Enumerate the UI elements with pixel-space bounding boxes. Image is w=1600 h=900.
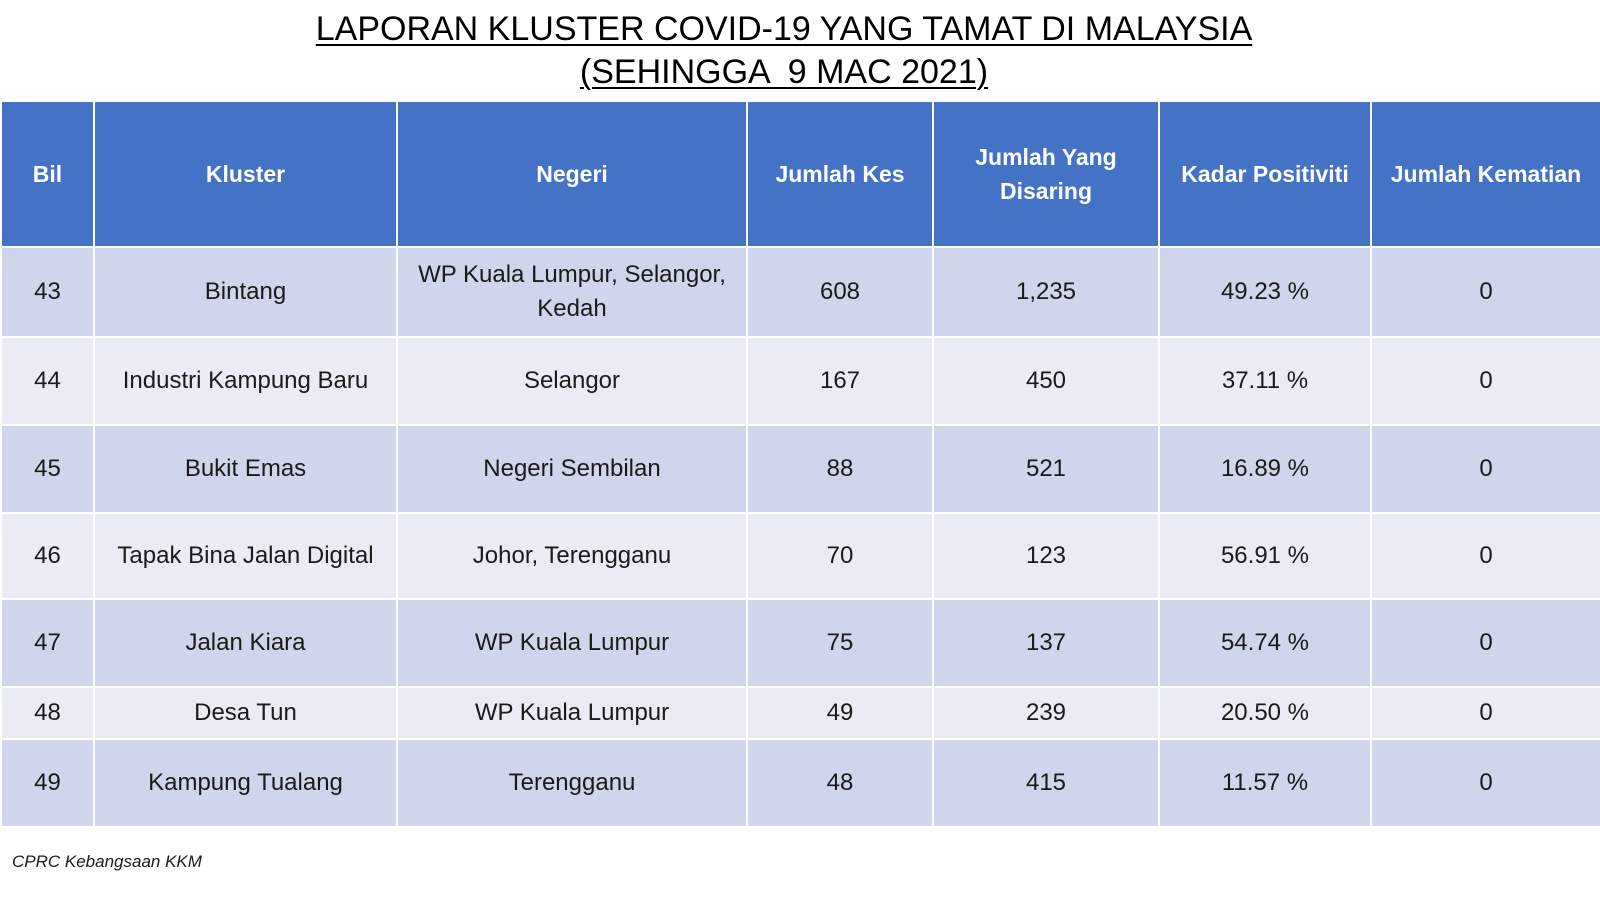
cell-jumlah-disaring: 521	[932, 424, 1160, 514]
cell-bil: 43	[0, 246, 95, 338]
cell-kadar-positiviti: 20.50 %	[1158, 686, 1372, 740]
cell-kluster: Bukit Emas	[93, 424, 398, 514]
cell-bil: 45	[0, 424, 95, 514]
cell-bil: 47	[0, 598, 95, 688]
table-row: 46 Tapak Bina Jalan Digital Johor, Teren…	[0, 512, 1600, 600]
cell-negeri: Terengganu	[396, 738, 748, 828]
table-row: 47 Jalan Kiara WP Kuala Lumpur 75 137 54…	[0, 598, 1600, 688]
cell-jumlah-disaring: 239	[932, 686, 1160, 740]
title-line-1: LAPORAN KLUSTER COVID-19 YANG TAMAT DI M…	[315, 10, 1253, 48]
cell-jumlah-kematian: 0	[1370, 512, 1600, 600]
cell-jumlah-kes: 70	[746, 512, 934, 600]
page-title: LAPORAN KLUSTER COVID-19 YANG TAMAT DI M…	[0, 8, 1568, 94]
table-row: 45 Bukit Emas Negeri Sembilan 88 521 16.…	[0, 424, 1600, 514]
header-jumlah-disaring: Jumlah Yang Disaring	[932, 100, 1160, 248]
cell-kadar-positiviti: 37.11 %	[1158, 336, 1372, 426]
cell-jumlah-kes: 49	[746, 686, 934, 740]
table-header-row: Bil Kluster Negeri Jumlah Kes Jumlah Yan…	[0, 100, 1600, 248]
cell-jumlah-kematian: 0	[1370, 246, 1600, 338]
cell-jumlah-kematian: 0	[1370, 424, 1600, 514]
cell-negeri: WP Kuala Lumpur	[396, 686, 748, 740]
cell-kadar-positiviti: 49.23 %	[1158, 246, 1372, 338]
cell-kluster: Jalan Kiara	[93, 598, 398, 688]
cell-negeri: Negeri Sembilan	[396, 424, 748, 514]
cell-jumlah-kematian: 0	[1370, 686, 1600, 740]
source-note: CPRC Kebangsaan KKM	[12, 852, 202, 871]
header-negeri: Negeri	[396, 100, 748, 248]
cell-kadar-positiviti: 11.57 %	[1158, 738, 1372, 828]
cell-negeri: Johor, Terengganu	[396, 512, 748, 600]
cell-jumlah-kes: 608	[746, 246, 934, 338]
table-row: 44 Industri Kampung Baru Selangor 167 45…	[0, 336, 1600, 426]
table-row: 48 Desa Tun WP Kuala Lumpur 49 239 20.50…	[0, 686, 1600, 740]
header-kluster: Kluster	[93, 100, 398, 248]
cell-jumlah-disaring: 137	[932, 598, 1160, 688]
cell-jumlah-kematian: 0	[1370, 336, 1600, 426]
cell-jumlah-disaring: 415	[932, 738, 1160, 828]
cell-bil: 44	[0, 336, 95, 426]
cell-jumlah-kes: 48	[746, 738, 934, 828]
cell-jumlah-kes: 167	[746, 336, 934, 426]
cell-kluster: Desa Tun	[93, 686, 398, 740]
cell-bil: 46	[0, 512, 95, 600]
cell-jumlah-disaring: 450	[932, 336, 1160, 426]
cell-kluster: Kampung Tualang	[93, 738, 398, 828]
title-line-2: (SEHINGGA 9 MAC 2021)	[579, 53, 989, 91]
table-row: 49 Kampung Tualang Terengganu 48 415 11.…	[0, 738, 1600, 828]
cell-jumlah-kematian: 0	[1370, 738, 1600, 828]
cell-kadar-positiviti: 56.91 %	[1158, 512, 1372, 600]
cell-jumlah-disaring: 1,235	[932, 246, 1160, 338]
cell-jumlah-kematian: 0	[1370, 598, 1600, 688]
header-jumlah-kematian: Jumlah Kematian	[1370, 100, 1600, 248]
cluster-table: Bil Kluster Negeri Jumlah Kes Jumlah Yan…	[0, 100, 1600, 828]
cell-bil: 48	[0, 686, 95, 740]
cell-negeri: WP Kuala Lumpur, Selangor, Kedah	[396, 246, 748, 338]
cell-kadar-positiviti: 54.74 %	[1158, 598, 1372, 688]
cell-jumlah-kes: 75	[746, 598, 934, 688]
cell-jumlah-disaring: 123	[932, 512, 1160, 600]
cell-jumlah-kes: 88	[746, 424, 934, 514]
cell-kadar-positiviti: 16.89 %	[1158, 424, 1372, 514]
cell-negeri: Selangor	[396, 336, 748, 426]
cell-negeri: WP Kuala Lumpur	[396, 598, 748, 688]
table-row: 43 Bintang WP Kuala Lumpur, Selangor, Ke…	[0, 246, 1600, 338]
cell-bil: 49	[0, 738, 95, 828]
cell-kluster: Bintang	[93, 246, 398, 338]
header-kadar-positiviti: Kadar Positiviti	[1158, 100, 1372, 248]
cell-kluster: Industri Kampung Baru	[93, 336, 398, 426]
header-jumlah-kes: Jumlah Kes	[746, 100, 934, 248]
cell-kluster: Tapak Bina Jalan Digital	[93, 512, 398, 600]
header-bil: Bil	[0, 100, 95, 248]
